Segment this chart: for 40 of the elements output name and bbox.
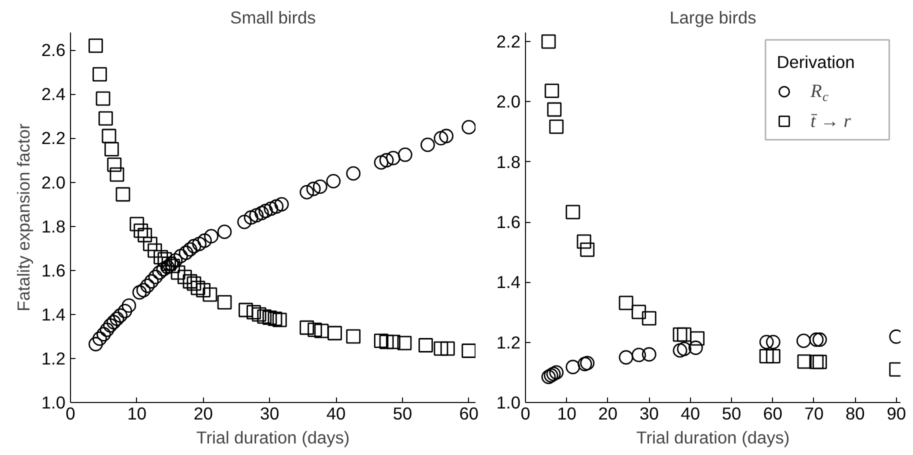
- x-axis-title: Trial duration (days): [196, 428, 350, 448]
- x-tick-label: 30: [260, 404, 280, 424]
- x-tick-label: 70: [804, 404, 824, 424]
- y-axis-title: Fatality expansion factor: [13, 123, 34, 312]
- x-tick-label: 40: [326, 404, 346, 424]
- x-tick-label: 50: [722, 404, 742, 424]
- x-axis-title: Trial duration (days): [636, 428, 790, 448]
- legend-title: Derivation: [776, 52, 855, 72]
- y-tick-label: 2.6: [41, 40, 66, 60]
- chart-title: Large birds: [670, 8, 757, 28]
- y-tick-label: 1.2: [496, 332, 521, 352]
- legend-label: t̄ → r: [810, 110, 852, 132]
- y-tick-label: 1.8: [41, 216, 66, 236]
- y-tick-label: 1.4: [496, 272, 521, 292]
- y-tick-label: 2.0: [496, 92, 521, 112]
- x-tick-label: 0: [520, 404, 530, 424]
- x-tick-label: 60: [459, 404, 479, 424]
- y-tick-label: 2.0: [41, 172, 66, 192]
- x-tick-label: 90: [886, 404, 906, 424]
- x-tick-label: 80: [846, 404, 865, 424]
- y-tick-label: 1.6: [496, 212, 521, 232]
- x-tick-label: 10: [557, 404, 576, 424]
- y-tick-label: 1.0: [41, 392, 66, 412]
- y-tick-label: 1.0: [496, 392, 521, 412]
- y-tick-label: 2.2: [496, 32, 521, 52]
- x-tick-label: 50: [392, 404, 412, 424]
- x-tick-label: 40: [680, 404, 700, 424]
- x-tick-label: 0: [66, 404, 76, 424]
- x-tick-label: 10: [127, 404, 147, 424]
- y-tick-label: 2.2: [41, 128, 66, 148]
- y-tick-label: 1.2: [41, 348, 66, 368]
- y-tick-label: 2.4: [41, 84, 66, 104]
- x-tick-label: 30: [639, 404, 659, 424]
- y-tick-label: 1.6: [41, 260, 66, 280]
- x-tick-label: 20: [194, 404, 213, 424]
- x-tick-label: 60: [763, 404, 782, 424]
- x-tick-label: 20: [598, 404, 618, 424]
- y-tick-label: 1.8: [496, 152, 521, 172]
- y-tick-label: 1.4: [41, 304, 66, 324]
- chart-title: Small birds: [230, 8, 316, 28]
